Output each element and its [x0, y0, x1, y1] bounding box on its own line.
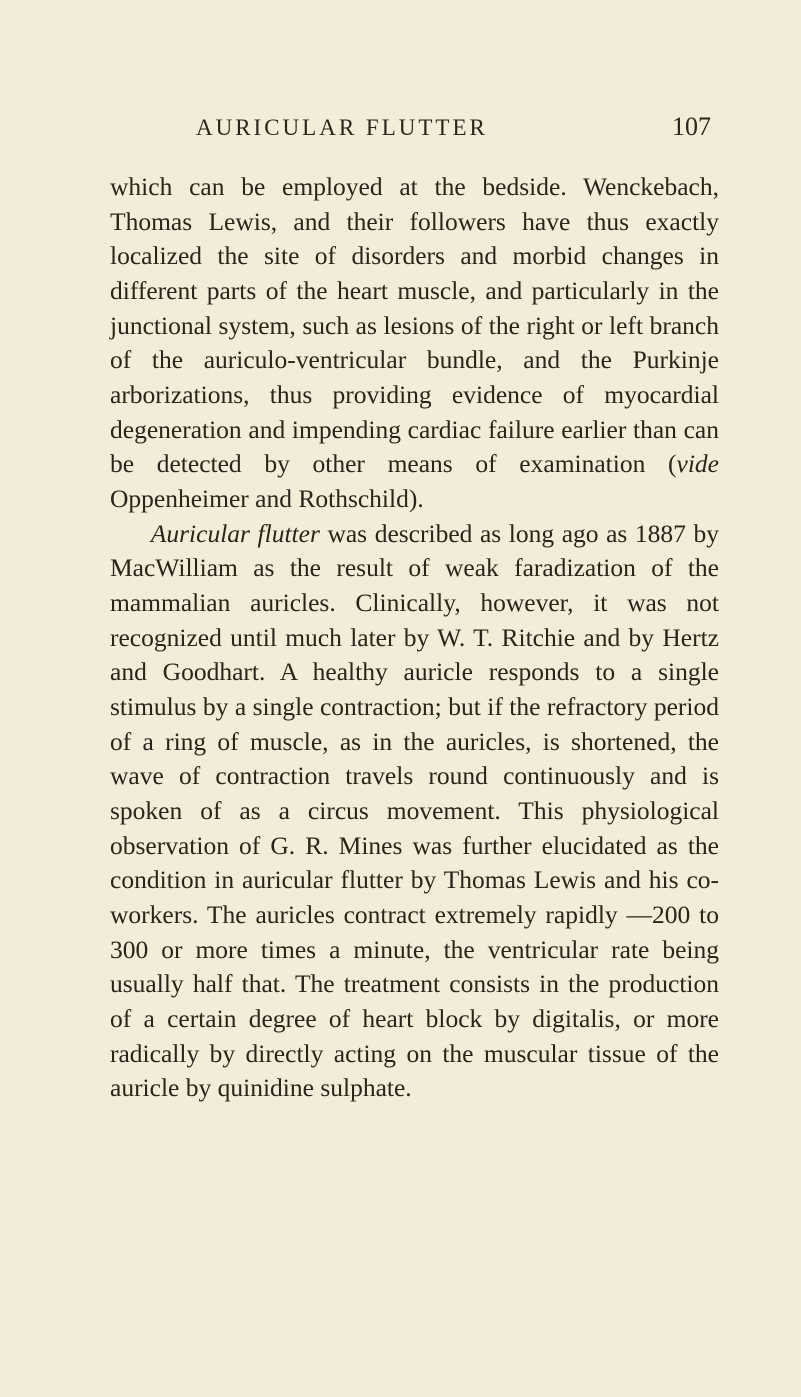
page-header: AURICULAR FLUTTER 107: [110, 112, 719, 142]
italic-text: Auricular flutter: [151, 519, 320, 548]
running-title: AURICULAR FLUTTER: [196, 115, 488, 141]
paragraph: Auricular flutter was described as long …: [110, 517, 719, 1106]
page-container: AURICULAR FLUTTER 107 which can be emplo…: [0, 0, 801, 1196]
text-run: was described as long ago as 1887 by Mac…: [110, 519, 719, 1103]
text-run: Oppenheimer and Rothschild).: [110, 484, 424, 513]
paragraph: which can be employed at the bedside. We…: [110, 170, 719, 517]
italic-text: vide: [677, 449, 719, 478]
page-number: 107: [672, 112, 711, 142]
body-text: which can be employed at the bedside. We…: [110, 170, 719, 1106]
text-run: which can be employed at the bedside. We…: [110, 172, 719, 478]
